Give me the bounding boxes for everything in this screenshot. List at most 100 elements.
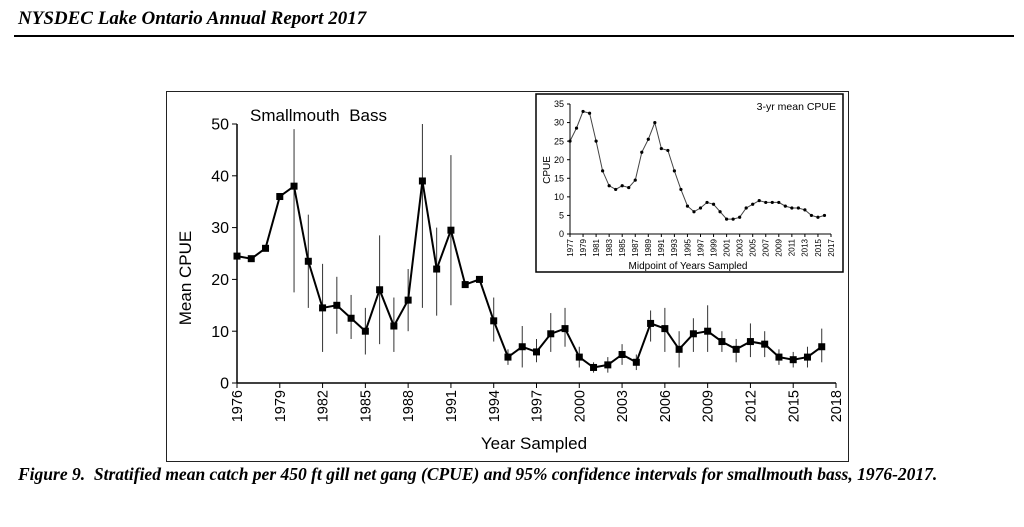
data-point	[247, 255, 255, 263]
data-point	[347, 314, 355, 322]
inset-chart-title: 3-yr mean CPUE	[757, 101, 836, 113]
data-point	[770, 200, 774, 205]
main-xtick-label: 2006	[658, 390, 674, 422]
data-point	[705, 200, 709, 205]
inset-xtick-label: 1991	[657, 238, 666, 256]
data-point	[518, 343, 526, 351]
data-point	[661, 325, 669, 333]
inset-xtick-label: 1999	[709, 238, 718, 256]
data-point	[590, 363, 598, 371]
data-point	[618, 351, 626, 359]
inset-ytick-label: 35	[554, 99, 564, 109]
report-header: NYSDEC Lake Ontario Annual Report 2017	[18, 8, 367, 29]
main-xtick-label: 2009	[701, 390, 717, 422]
data-point	[461, 281, 469, 289]
data-point	[614, 187, 618, 192]
data-point	[685, 204, 690, 208]
data-point	[764, 200, 768, 205]
header-rule	[14, 35, 1014, 37]
main-chart-title: Smallmouth Bass	[250, 106, 387, 125]
main-xtick-label: 2018	[829, 390, 845, 422]
inset-ytick-label: 10	[554, 192, 564, 202]
inset-xtick-label: 1995	[683, 238, 692, 256]
data-point	[822, 213, 827, 218]
data-point	[777, 200, 781, 205]
data-point	[561, 325, 569, 333]
main-xtick-label: 2012	[744, 390, 760, 422]
data-point	[698, 206, 703, 210]
data-point	[594, 139, 598, 143]
inset-xtick-label: 2005	[749, 238, 758, 256]
data-point	[746, 338, 754, 346]
main-xtick-label: 1997	[530, 390, 546, 422]
inset-series-line	[569, 110, 825, 220]
inset-xtick-label: 1983	[605, 238, 614, 256]
inset-xtick-label: 2007	[762, 238, 771, 256]
inset-xtick-label: 1979	[579, 238, 588, 256]
inset-xtick-label: 1981	[592, 238, 601, 256]
caption-text: Stratified mean catch per 450 ft gill ne…	[93, 464, 938, 484]
main-xtick-label: 1985	[358, 390, 374, 422]
data-point	[547, 330, 555, 338]
inset-xtick-label: 1997	[696, 238, 705, 256]
data-point	[738, 215, 742, 219]
data-point	[376, 286, 384, 294]
data-point	[574, 126, 579, 130]
data-point	[490, 317, 498, 325]
inset-xtick-label: 2011	[788, 238, 797, 256]
data-point	[731, 217, 735, 221]
data-point	[647, 319, 655, 327]
data-point	[783, 204, 787, 208]
inset-xtick-label: 2017	[827, 238, 836, 256]
data-point	[581, 109, 585, 114]
main-xtick-label: 1988	[401, 390, 417, 422]
main-ytick-label: 30	[211, 220, 229, 237]
data-point	[568, 139, 572, 143]
data-point	[475, 275, 483, 283]
main-ytick-label: 10	[211, 324, 229, 341]
inset-xtick-label: 1987	[631, 238, 640, 256]
data-point	[803, 208, 807, 212]
inset-xtick-label: 2013	[801, 238, 810, 256]
data-point	[646, 137, 650, 141]
inset-x-label: Midpoint of Years Sampled	[629, 261, 748, 272]
inset-chart: 0 5 10 15 20 25 30 35 1977 1979 1981 1983 1985 1987 1…	[535, 93, 844, 273]
data-point	[818, 343, 826, 351]
data-point	[632, 358, 640, 366]
data-point	[732, 345, 740, 353]
data-point	[447, 226, 455, 234]
main-xtick-label: 1982	[316, 390, 332, 422]
data-point	[604, 361, 612, 369]
data-point	[361, 327, 369, 335]
figure-caption: Figure 9. Stratified mean catch per 450 …	[18, 463, 1008, 485]
data-point	[607, 184, 611, 188]
data-point	[675, 345, 683, 353]
inset-xtick-label: 1989	[644, 238, 653, 256]
data-point	[659, 146, 663, 151]
data-point	[304, 257, 312, 265]
inset-ytick-label: 30	[554, 118, 564, 128]
data-point	[796, 206, 800, 210]
data-point	[640, 150, 644, 154]
data-point	[404, 296, 412, 304]
main-ytick-label: 20	[211, 272, 229, 289]
data-point	[679, 187, 683, 192]
main-xtick-label: 1991	[444, 390, 460, 422]
data-point	[790, 206, 794, 210]
data-point	[620, 184, 624, 188]
data-point	[692, 210, 696, 214]
inset-ytick-label: 0	[559, 229, 564, 239]
data-point	[704, 327, 712, 335]
main-xtick-label: 2003	[615, 390, 631, 422]
data-point	[725, 217, 729, 221]
main-ytick-label: 0	[220, 376, 229, 393]
data-point	[633, 178, 637, 182]
inset-xtick-label: 2003	[735, 238, 744, 256]
data-point	[276, 193, 284, 201]
main-xtick-label: 2015	[786, 390, 802, 422]
main-x-label: Year Sampled	[481, 434, 587, 453]
main-xtick-label: 2000	[572, 390, 588, 422]
inset-xtick-label: 2015	[814, 238, 823, 256]
data-point	[775, 353, 783, 361]
